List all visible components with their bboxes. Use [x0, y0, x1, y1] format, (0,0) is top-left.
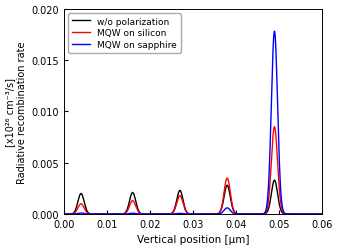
MQW on silicon — [214, 212, 218, 216]
Legend: w/o polarization, MQW on silicon, MQW on sapphire: w/o polarization, MQW on silicon, MQW on… — [68, 14, 180, 54]
MQW on sapphire — [155, 213, 159, 216]
w/o polarization — [267, 206, 271, 209]
MQW on silicon — [75, 209, 79, 212]
MQW on silicon — [253, 213, 257, 216]
w/o polarization — [253, 213, 257, 216]
Y-axis label: [x10²⁶ cm⁻³/s]
Radiative recombination rate: [x10²⁶ cm⁻³/s] Radiative recombination r… — [5, 41, 27, 183]
w/o polarization — [226, 184, 230, 188]
MQW on sapphire — [253, 213, 257, 216]
w/o polarization — [320, 213, 324, 216]
MQW on sapphire — [62, 213, 66, 216]
MQW on sapphire — [214, 213, 218, 216]
MQW on sapphire — [267, 178, 271, 182]
MQW on silicon — [62, 213, 66, 216]
MQW on sapphire — [272, 30, 276, 34]
MQW on sapphire — [226, 206, 230, 210]
MQW on silicon — [267, 196, 271, 199]
w/o polarization — [155, 213, 159, 216]
MQW on silicon — [272, 126, 276, 129]
w/o polarization — [62, 213, 66, 216]
Line: MQW on silicon: MQW on silicon — [64, 127, 322, 214]
Line: w/o polarization: w/o polarization — [64, 180, 322, 214]
MQW on sapphire — [320, 213, 324, 216]
MQW on sapphire — [75, 212, 79, 215]
MQW on silicon — [320, 213, 324, 216]
MQW on silicon — [155, 213, 159, 216]
X-axis label: Vertical position [μm]: Vertical position [μm] — [137, 234, 249, 244]
w/o polarization — [272, 179, 276, 182]
MQW on silicon — [226, 177, 230, 180]
w/o polarization — [75, 205, 79, 208]
Line: MQW on sapphire: MQW on sapphire — [64, 32, 322, 214]
w/o polarization — [214, 212, 218, 216]
